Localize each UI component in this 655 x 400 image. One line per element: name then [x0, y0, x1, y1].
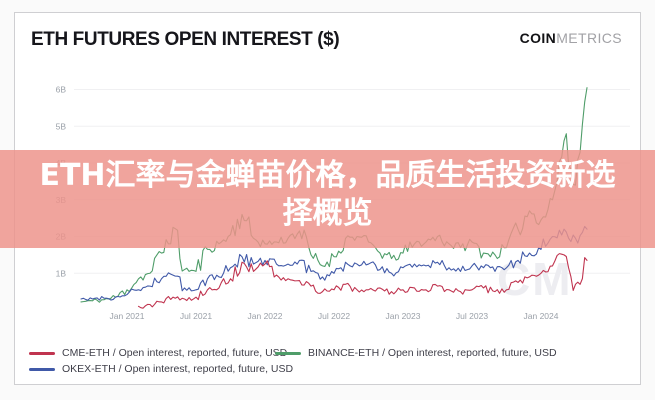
overlay-banner-text: ETH汇率与金蝉苗价格，品质生活投资新选择概览 — [39, 158, 616, 231]
coinmetrics-logo: COINMETRICS — [520, 30, 622, 46]
legend-item-cme-eth: CME-ETH / Open interest, reported, futur… — [29, 347, 287, 359]
legend-label-cme-eth: CME-ETH / Open interest, reported, futur… — [62, 347, 288, 359]
legend-item-okex-eth: OKEX-ETH / Open interest, reported, futu… — [29, 363, 293, 375]
chart-header: ETH FUTURES OPEN INTEREST ($) COINMETRIC… — [15, 13, 640, 59]
chart-title: ETH FUTURES OPEN INTEREST ($) — [31, 29, 340, 50]
legend-swatch-cme-eth — [29, 351, 55, 355]
legend-label-okex-eth: OKEX-ETH / Open interest, reported, futu… — [62, 363, 294, 375]
legend-swatch-binance-eth — [275, 351, 301, 355]
chart-legend: CME-ETH / Open interest, reported, futur… — [29, 347, 557, 375]
logo-coin-text: COIN — [519, 30, 557, 46]
overlay-banner: ETH汇率与金蝉苗价格，品质生活投资新选择概览 — [0, 150, 655, 248]
logo-metrics-text: METRICS — [556, 30, 622, 46]
legend-swatch-okex-eth — [29, 367, 55, 371]
legend-item-binance-eth: BINANCE-ETH / Open interest, reported, f… — [275, 347, 557, 359]
legend-label-binance-eth: BINANCE-ETH / Open interest, reported, f… — [308, 347, 557, 359]
